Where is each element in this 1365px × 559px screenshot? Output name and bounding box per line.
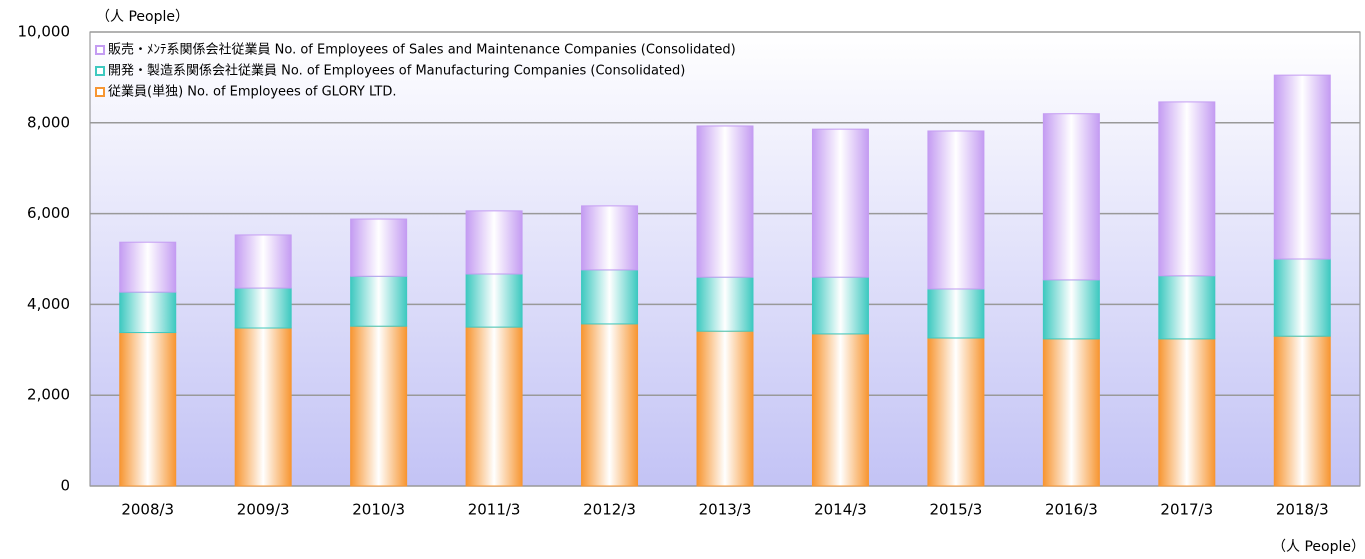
legend-swatch — [95, 87, 105, 97]
y-axis-label: （人 People） — [96, 9, 189, 25]
x-tick-label: 2011/3 — [468, 501, 521, 519]
y-tick-label: 10,000 — [18, 23, 71, 41]
bar-segment — [581, 323, 639, 487]
bar-segment — [811, 128, 869, 278]
bar-segment — [234, 287, 292, 329]
x-tick-label: 2013/3 — [699, 501, 752, 519]
x-tick-label: 2018/3 — [1276, 501, 1329, 519]
bar-segment — [465, 326, 523, 487]
legend-swatch — [95, 66, 105, 76]
bar-segment — [234, 234, 292, 289]
bar-segment — [1042, 338, 1100, 487]
bar-segment — [927, 337, 985, 487]
x-tick-label: 2015/3 — [930, 501, 983, 519]
legend-label: 従業員(単独) No. of Employees of GLORY LTD. — [108, 84, 397, 100]
y-tick-label: 4,000 — [27, 295, 70, 313]
bar-segment — [581, 269, 639, 325]
x-tick-label: 2016/3 — [1045, 501, 1098, 519]
bar-segment — [1158, 101, 1216, 277]
bar-segment — [696, 330, 754, 487]
y-tick-label: 0 — [60, 477, 70, 495]
bar-segment — [1042, 113, 1100, 281]
x-tick-label: 2009/3 — [237, 501, 290, 519]
bar-segment — [350, 218, 408, 277]
x-tick-label: 2014/3 — [814, 501, 867, 519]
bar-segment — [927, 288, 985, 339]
bar-segment — [1042, 279, 1100, 340]
bar-segment — [1158, 275, 1216, 340]
x-axis-label: （人 People） — [1272, 539, 1365, 555]
bar-segment — [811, 333, 869, 487]
bar-segment — [1273, 74, 1331, 260]
bar-segment — [811, 276, 869, 335]
bar-segment — [119, 241, 177, 293]
bar-segment — [696, 125, 754, 278]
x-tick-label: 2012/3 — [583, 501, 636, 519]
y-tick-label: 2,000 — [27, 386, 70, 404]
bar-segment — [350, 275, 408, 327]
y-tick-label: 6,000 — [27, 204, 70, 222]
bar-segment — [1158, 338, 1216, 487]
bar-segment — [465, 273, 523, 328]
legend-label: 開発・製造系関係会社従業員 No. of Employees of Manufa… — [108, 63, 685, 79]
bar-segment — [581, 205, 639, 271]
x-tick-label: 2017/3 — [1160, 501, 1213, 519]
bar-segment — [350, 325, 408, 487]
bar-segment — [234, 327, 292, 487]
bar-segment — [119, 291, 177, 334]
bar-segment — [119, 332, 177, 487]
legend-label: 販売・ﾒﾝﾃ系関係会社従業員 No. of Employees of Sales… — [108, 42, 736, 58]
bar-segment — [927, 130, 985, 290]
bar-segment — [1273, 335, 1331, 487]
x-tick-label: 2008/3 — [121, 501, 174, 519]
y-tick-label: 8,000 — [27, 113, 70, 131]
bar-segment — [696, 276, 754, 332]
legend-swatch — [95, 45, 105, 55]
bar-segment — [465, 210, 523, 275]
x-tick-label: 2010/3 — [352, 501, 405, 519]
bar-segment — [1273, 258, 1331, 337]
